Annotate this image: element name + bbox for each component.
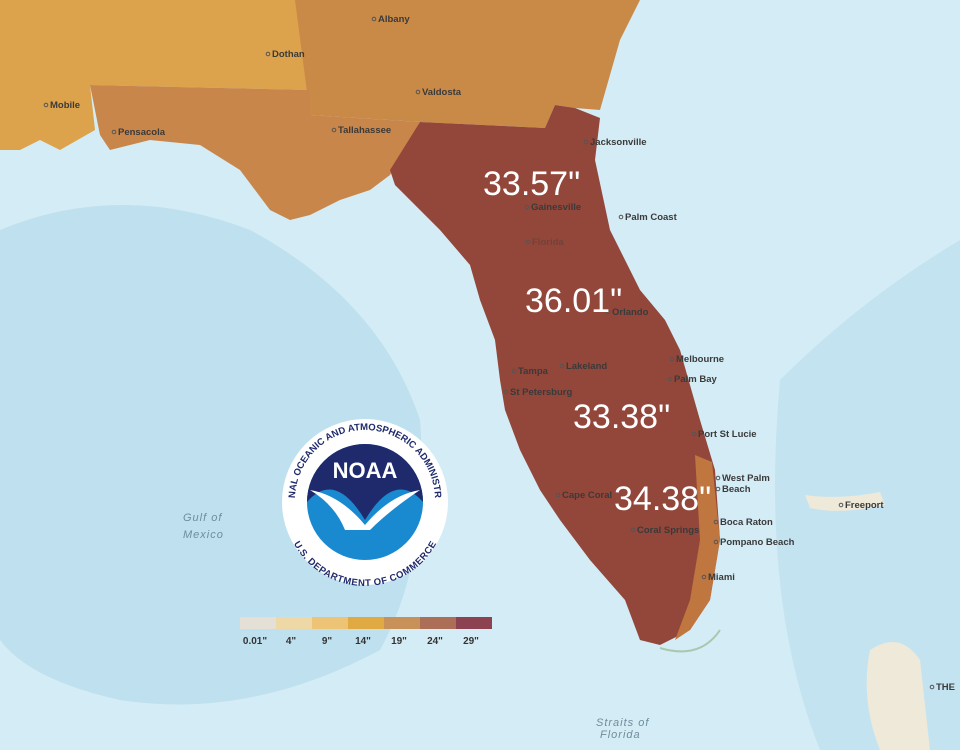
city-label: Boca Raton	[720, 517, 773, 528]
legend-label: 4"	[286, 636, 297, 647]
city-dot	[838, 502, 844, 508]
city-label: Lakeland	[566, 361, 607, 372]
city-dot	[605, 309, 611, 315]
rainfall-label: 33.57"	[483, 165, 580, 203]
city-dot	[667, 376, 673, 382]
city-dot	[371, 16, 377, 22]
rainfall-label: 33.38"	[573, 398, 670, 436]
city-label: Albany	[378, 14, 410, 25]
city-label: Jacksonville	[590, 137, 647, 148]
city-dot	[511, 368, 517, 374]
city-dot	[715, 486, 721, 492]
city-dot	[713, 539, 719, 545]
water-label: Mexico	[183, 529, 224, 541]
legend-swatch	[384, 617, 420, 629]
city-dot	[524, 204, 530, 210]
city-label: Orlando	[612, 307, 649, 318]
georgia	[295, 0, 640, 128]
city-dot	[929, 684, 935, 690]
city-label: Beach	[722, 484, 751, 495]
legend-label: 0.01"	[243, 636, 267, 647]
water-label: Florida	[600, 729, 641, 741]
city-dot	[111, 129, 117, 135]
city-dot	[559, 363, 565, 369]
city-label: Tallahassee	[338, 125, 391, 136]
city-label: Florida	[532, 237, 564, 248]
city-label: St Petersburg	[510, 387, 572, 398]
deep-gulf	[0, 205, 422, 705]
city-dot	[713, 519, 719, 525]
water-label: Gulf of	[183, 512, 222, 524]
logo-sky	[307, 444, 423, 520]
rainfall-label: 34.38"	[614, 480, 711, 518]
city-dot	[701, 574, 707, 580]
legend-swatch	[312, 617, 348, 629]
legend-label: 29"	[463, 636, 479, 647]
legend-swatch	[348, 617, 384, 629]
city-dot	[415, 89, 421, 95]
city-dot	[503, 389, 509, 395]
city-label: Valdosta	[422, 87, 462, 98]
city-dot	[669, 356, 675, 362]
city-label: West Palm	[722, 473, 770, 484]
city-label: Melbourne	[676, 354, 724, 365]
panhandle	[90, 85, 420, 220]
city-dot	[555, 492, 561, 498]
alabama	[0, 0, 310, 150]
city-label: Palm Bay	[674, 374, 717, 385]
legend-label: 9"	[322, 636, 333, 647]
andros	[866, 642, 930, 750]
legend-label: 14"	[355, 636, 371, 647]
city-label: Mobile	[50, 100, 80, 111]
city-dot	[43, 102, 49, 108]
legend-swatch	[240, 617, 276, 629]
city-label: Freeport	[845, 500, 884, 511]
city-dot	[715, 475, 721, 481]
keys	[659, 629, 721, 653]
city-dot	[630, 527, 636, 533]
legend-swatch	[420, 617, 456, 629]
city-label: Palm Coast	[625, 212, 678, 223]
legend-label: 19"	[391, 636, 407, 647]
florida-peninsula	[390, 105, 720, 645]
city-label: Cape Coral	[562, 490, 612, 501]
legend-swatch	[276, 617, 312, 629]
city-label: Coral Springs	[637, 525, 699, 536]
city-label: Tampa	[518, 366, 549, 377]
city-label: Dothan	[272, 49, 305, 60]
legend-swatch	[456, 617, 492, 629]
city-label: Port St Lucie	[698, 429, 757, 440]
rainfall-label: 36.01"	[525, 282, 622, 320]
grand-bahama	[805, 492, 885, 511]
city-label: Pensacola	[118, 127, 166, 138]
city-dot	[618, 214, 624, 220]
city-label: Pompano Beach	[720, 537, 795, 548]
city-dot	[525, 239, 531, 245]
southeast-coast	[675, 455, 720, 640]
city-label: Gainesville	[531, 202, 581, 213]
water-label: Straits of	[596, 717, 649, 729]
logo-gull	[310, 490, 420, 530]
city-dot	[265, 51, 271, 57]
logo-acronym: NOAA	[333, 458, 398, 483]
city-label: Miami	[708, 572, 735, 583]
city-dot	[583, 139, 589, 145]
city-dot	[691, 431, 697, 437]
legend-label: 24"	[427, 636, 443, 647]
city-dot	[331, 127, 337, 133]
city-label: THE	[936, 682, 955, 693]
